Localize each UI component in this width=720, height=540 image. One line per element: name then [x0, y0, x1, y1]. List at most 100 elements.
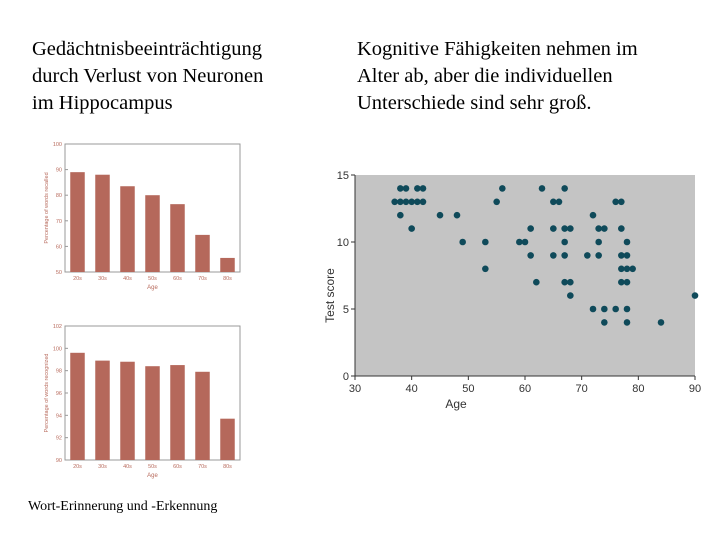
scatter-point: [623, 265, 631, 273]
recognition-ylabel: Percentage of words recognized: [44, 354, 50, 433]
scatter-point: [561, 238, 568, 246]
recognition-xtick-label: 70s: [198, 464, 207, 470]
scatter-point: [601, 225, 608, 232]
scatter-point: [623, 238, 631, 246]
scatter-point: [618, 252, 625, 259]
recall-xlabel: Age: [147, 285, 158, 291]
scatter-chart: 30 40 50 60 70 80 90 0 5 10 15 Age Test score: [323, 170, 701, 411]
heading-right-line-1: Kognitive Fähigkeiten nehmen im: [357, 38, 638, 60]
scatter-point: [419, 198, 427, 206]
scatter-ytick-label: 5: [343, 304, 349, 316]
scatter-point: [567, 225, 574, 232]
recall-xtick-label: 40s: [123, 276, 132, 282]
recognition-xlabel: Age: [147, 473, 158, 479]
scatter-xtick-label: 70: [576, 383, 588, 395]
scatter-point: [595, 252, 602, 259]
figure-caption: Wort-Erinnerung und -Erkennung: [28, 499, 218, 514]
recognition-ytick-label: 96: [56, 391, 62, 397]
recall-bar-50s: [145, 195, 160, 272]
recall-ytick-label: 70: [56, 219, 62, 225]
recall-xtick-label: 70s: [198, 276, 207, 282]
scatter-point: [601, 305, 608, 313]
recognition-bar-50s: [145, 366, 160, 460]
recognition-bar-60s: [170, 365, 185, 460]
scatter-point: [623, 319, 631, 326]
recall-ytick-label: 100: [53, 142, 62, 148]
scatter-point: [482, 238, 489, 246]
scatter-xtick-label: 40: [406, 383, 418, 395]
scatter-point: [527, 252, 534, 259]
bar-chart-recall: 50 60 70 80 90 100 20s 30s 40s 50s 60s 70s 80s Age Per…: [44, 142, 241, 291]
scatter-point: [453, 211, 461, 219]
scatter-point: [623, 305, 631, 313]
scatter-ytick-label: 0: [343, 371, 349, 383]
scatter-point: [391, 198, 398, 206]
scatter-point: [521, 238, 529, 246]
scatter-point: [595, 238, 602, 246]
scatter-point: [657, 319, 665, 326]
scatter-point: [612, 198, 619, 206]
scatter-point: [561, 185, 568, 192]
recognition-bar-80s: [220, 418, 235, 460]
scatter-point: [397, 211, 404, 219]
recognition-xtick-label: 20s: [73, 464, 82, 470]
recognition-bar-70s: [195, 371, 210, 460]
recall-bar-40s: [120, 186, 135, 272]
recall-ytick-label: 90: [56, 168, 62, 174]
scatter-point: [414, 185, 421, 192]
scatter-point: [527, 225, 534, 232]
scatter-point: [408, 198, 415, 206]
scatter-point: [402, 185, 410, 192]
scatter-point: [623, 252, 631, 259]
scatter-point: [436, 211, 444, 219]
recall-xtick-label: 30s: [98, 276, 107, 282]
scatter-plot-area: [355, 175, 695, 376]
heading-right-line-2: Alter ab, aber die individuellen: [357, 65, 613, 87]
heading-right: Kognitive Fähigkeiten nehmen im Alter ab…: [357, 36, 717, 117]
heading-left-line-2: durch Verlust von Neuronen: [32, 65, 264, 87]
scatter-point: [623, 278, 631, 286]
scatter-point: [419, 185, 427, 192]
recall-xtick-label: 50s: [148, 276, 157, 282]
recognition-ytick-label: 100: [53, 346, 62, 352]
scatter-xtick-label: 50: [462, 383, 474, 395]
scatter-point: [601, 319, 608, 326]
recognition-bar-30s: [95, 360, 110, 460]
recognition-ytick-label: 98: [56, 369, 62, 375]
recall-bar-20s: [70, 172, 85, 272]
scatter-point: [561, 225, 568, 232]
scatter-ytick-label: 10: [337, 237, 349, 249]
recall-bar-80s: [220, 257, 235, 272]
scatter-point: [618, 278, 625, 286]
scatter-ylabel: Test score: [323, 268, 337, 323]
scatter-point: [567, 292, 574, 299]
scatter-point: [629, 265, 636, 273]
scatter-point: [538, 185, 546, 192]
heading-left-line-1: Gedächtnisbeeinträchtigung: [32, 38, 262, 60]
bar-chart-recognition: 90 92 94 96 98 100 102 20s 30s 40s 50s 60s 70s 80s Age…: [44, 324, 241, 479]
scatter-xtick-label: 90: [689, 383, 701, 395]
scatter-point: [555, 198, 563, 206]
recognition-ytick-label: 102: [53, 324, 62, 330]
scatter-point: [618, 265, 625, 273]
scatter-point: [589, 211, 597, 219]
recall-bar-60s: [170, 204, 185, 272]
scatter-point: [550, 252, 557, 259]
recognition-ytick-label: 94: [56, 413, 62, 419]
scatter-point: [691, 292, 699, 299]
scatter-point: [584, 252, 591, 259]
scatter-point: [618, 225, 625, 232]
scatter-point: [561, 252, 568, 259]
recognition-xtick-label: 30s: [98, 464, 107, 470]
scatter-point: [414, 198, 421, 206]
recall-ytick-label: 60: [56, 244, 62, 250]
recall-ytick-label: 80: [56, 193, 62, 199]
scatter-point: [402, 198, 410, 206]
scatter-ytick-label: 15: [337, 170, 349, 182]
recall-ylabel: Percentage of words recalled: [44, 172, 50, 243]
recognition-xtick-label: 40s: [123, 464, 132, 470]
scatter-point: [397, 198, 404, 206]
recall-xtick-label: 60s: [173, 276, 182, 282]
recall-ytick-label: 50: [56, 270, 62, 276]
heading-right-line-3: Unterschiede sind sehr groß.: [357, 92, 592, 114]
